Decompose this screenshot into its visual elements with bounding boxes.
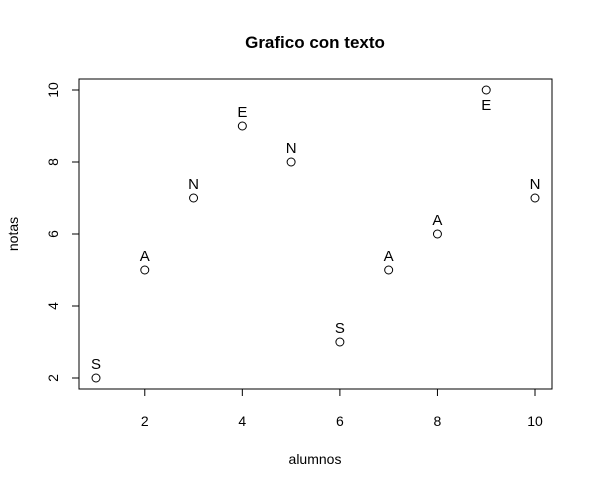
data-point	[481, 85, 491, 95]
data-point	[335, 337, 345, 347]
point-label: A	[140, 248, 150, 265]
x-tick-label: 8	[434, 413, 442, 429]
point-labels: S A N E N S A A E N	[91, 97, 540, 373]
y-tick-label: 8	[45, 158, 61, 166]
point-label: A	[432, 212, 442, 229]
y-tick-label: 10	[45, 82, 61, 98]
x-tick-label: 2	[141, 413, 149, 429]
y-tick-label: 6	[45, 230, 61, 238]
data-point	[384, 265, 394, 275]
point-label: E	[481, 97, 491, 114]
x-axis-label: alumnos	[289, 451, 342, 467]
data-point	[140, 265, 150, 275]
x-tick-label: 6	[336, 413, 344, 429]
point-label: N	[286, 140, 297, 157]
x-tick-label: 4	[238, 413, 246, 429]
data-point	[432, 229, 442, 239]
data-point	[286, 157, 296, 167]
data-point	[189, 193, 199, 203]
data-point	[530, 193, 540, 203]
point-label: N	[530, 176, 541, 193]
plot-frame	[78, 78, 553, 390]
data-point	[91, 373, 101, 383]
y-tick-label: 2	[45, 374, 61, 382]
y-axis: 2 4 6 8 10	[45, 82, 80, 382]
point-label: S	[91, 356, 101, 373]
chart-title: Grafico con texto	[245, 33, 385, 52]
point-label: A	[384, 248, 394, 265]
point-label: S	[335, 320, 345, 337]
x-axis: 2 4 6 8 10	[141, 388, 543, 429]
data-points	[91, 85, 540, 383]
data-point	[237, 121, 247, 131]
point-label: N	[188, 176, 199, 193]
y-axis-label: notas	[5, 217, 21, 251]
point-label: E	[237, 104, 247, 121]
y-tick-label: 4	[45, 302, 61, 310]
x-tick-label: 10	[527, 413, 543, 429]
